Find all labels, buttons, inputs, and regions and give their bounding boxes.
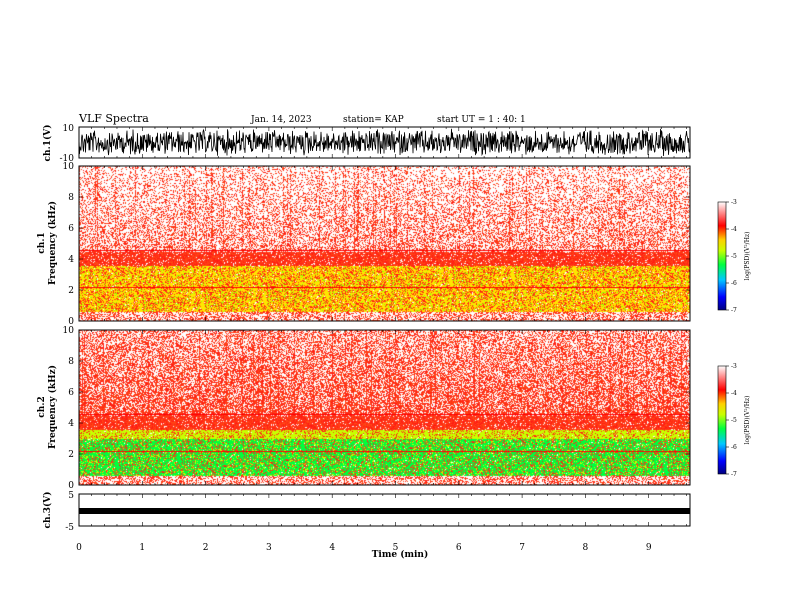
ch1-colorbar [717,201,727,311]
date-label: Jan. 14, 2023 [250,115,312,125]
ch2-freq-ticks: 0 2 4 6 8 10 [63,326,690,491]
ch1-channel-label: ch.1 [37,232,47,253]
ch2-channel-label: ch.2 [37,396,47,417]
ch1-freq-ticks: 0 2 4 6 8 10 [63,162,690,327]
time-tick-label: 5 [393,543,399,553]
ch2-colorbar-label: log(PSD)(V²/Hz) [744,396,751,445]
freq-tick-label: 4 [68,255,74,265]
freq-tick-label: 0 [68,317,74,327]
ch3-waveform-trace [79,508,690,514]
colorbar-tick-label: -5 [731,417,737,424]
time-tick-label: 7 [519,543,525,553]
freq-tick-label: 10 [63,162,75,172]
ch3-waveform-panel: 5 -5 ch.3(V) 0 1 2 3 4 5 6 7 8 9 Time (min) [42,127,691,560]
freq-tick-label: 4 [68,419,74,429]
colorbar-tick-label: -5 [731,253,737,260]
freq-tick-label: 10 [63,326,75,336]
colorbar-tick-label: -3 [731,363,737,370]
ch3-waveform-ylabel: ch.3(V) [42,492,53,529]
freq-tick-label: 6 [68,388,74,398]
time-tick-label: 8 [583,543,589,553]
time-tick-label: 6 [456,543,462,553]
colorbar-tick-label: -4 [731,226,737,233]
ch1-ytick-top: 10 [63,124,75,134]
time-tick-label: 0 [76,543,82,553]
ch2-colorbar [717,365,727,475]
ch2-colorbar-ticks: -3 -4 -5 -6 -7 [726,363,737,478]
ch2-freq-ylabel: Frequency (kHz) [47,365,58,449]
start-time-label: start UT = 1 : 40: 1 [437,115,526,125]
figure-title: VLF Spectra [78,112,149,125]
ch1-channel-name: ch.1 [37,232,47,253]
freq-tick-label: 8 [68,193,74,203]
colorbar-tick-label: -7 [731,307,737,314]
ch3-waveform [79,508,690,514]
time-axis-ticks: 0 1 2 3 4 5 6 7 8 9 [76,127,687,553]
ch3-ytick-bottom: -5 [65,523,74,533]
ch1-freq-ylabel: Frequency (kHz) [47,201,58,285]
colorbar-tick-label: -6 [731,444,737,451]
time-tick-label: 1 [139,543,145,553]
time-tick-label: 4 [329,543,335,553]
freq-tick-label: 8 [68,357,74,367]
ch1-colorbar-ticks: -3 -4 -5 -6 -7 [726,199,737,314]
ch2-spectrogram-frame [78,329,691,486]
ch1-spectrogram-image [79,166,690,321]
colorbar-tick-label: -3 [731,199,737,206]
ch3-waveform-frame [78,493,691,527]
freq-tick-label: 2 [68,450,74,460]
ch1-waveform-ylabel: ch.1(V) [42,125,53,162]
ch1-ytick-bottom: -10 [60,154,75,164]
freq-tick-label: 0 [68,481,74,491]
ch1-waveform-panel: 10 -10 ch.1(V) [42,124,691,164]
colorbar-tick-label: -6 [731,280,737,287]
ch1-colorbar-label: log(PSD)(V²/Hz) [744,232,751,281]
freq-tick-label: 6 [68,224,74,234]
time-axis-label: Time (min) [372,549,429,560]
ch1-waveform-frame [78,126,691,159]
ch1-waveform-trace [78,128,691,157]
time-tick-label: 3 [266,543,272,553]
time-tick-label: 9 [646,543,652,553]
colorbar-tick-label: -7 [731,471,737,478]
colorbar-tick-label: -4 [731,390,737,397]
ch1-waveform [78,128,691,157]
ch2-spectrogram-image [79,330,690,485]
time-tick-label: 2 [203,543,209,553]
freq-tick-label: 2 [68,286,74,296]
ch3-ytick-top: 5 [68,491,74,501]
station-label: station= KAP [343,115,404,125]
ch1-spectrogram-frame [78,165,691,322]
